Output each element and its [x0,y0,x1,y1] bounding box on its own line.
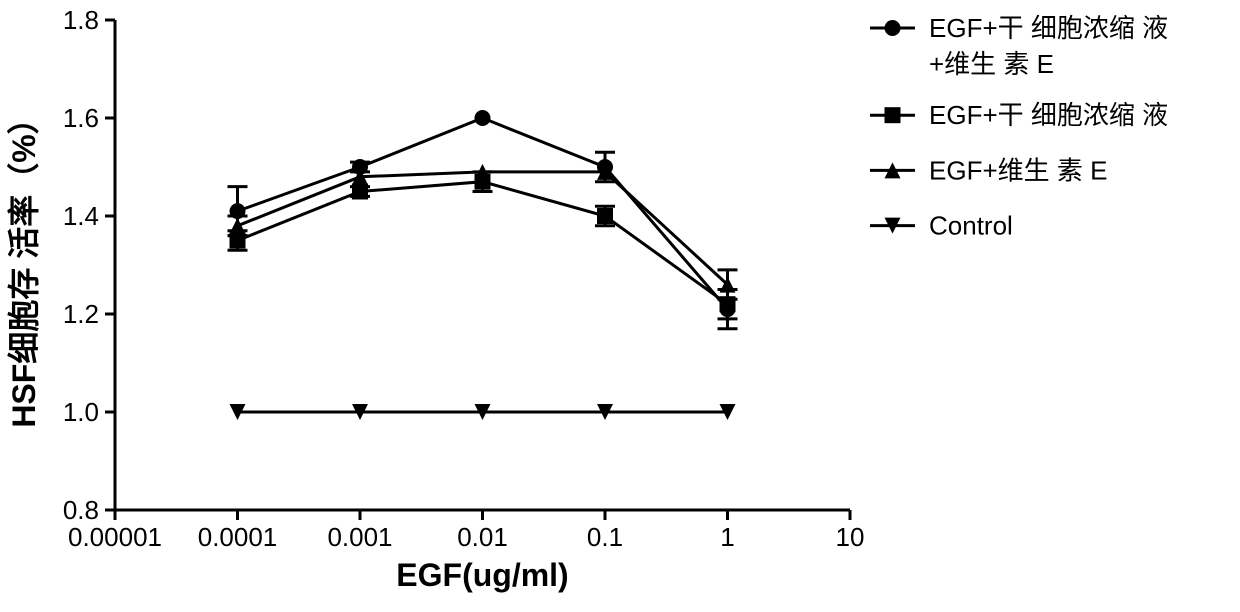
x-tick-label: 0.1 [587,522,623,552]
marker-square-icon [885,107,901,123]
hsf-viability-chart: 0.8 1.0 1.2 1.4 1.6 1.8 0.00001 0.0001 0.001 0.01… [0,0,1240,612]
x-axis-title: EGF(ug/ml) [396,557,568,593]
x-tick-label: 0.001 [327,522,392,552]
marker-square-icon [597,208,613,224]
x-tick-label: 1 [720,522,734,552]
marker-triangle-up-icon [230,218,246,234]
legend-item-egf_sc: EGF+干 细胞浓缩 液 [870,100,1168,130]
x-tick-label: 0.0001 [198,522,278,552]
series-line [238,182,728,305]
legend-label: EGF+干 细胞浓缩 液 [929,100,1168,130]
series-control [230,404,736,420]
marker-square-icon [352,184,368,200]
legend-label: Control [929,211,1013,241]
series-egf_sc_ve [228,110,738,329]
y-tick-label: 1.2 [63,299,99,329]
marker-circle-icon [885,20,901,36]
y-axis-title: HSF细胞存 活率（%） [6,102,42,427]
y-tick-label: 1.4 [63,201,99,231]
legend-item-egf_sc_ve: EGF+干 细胞浓缩 液 +维生 素 E [870,13,1168,79]
legend-label: +维生 素 E [929,49,1054,79]
series-line [238,118,728,309]
y-tick-label: 1.6 [63,103,99,133]
legend-label: EGF+维生 素 E [929,155,1107,185]
y-tick-label: 0.8 [63,495,99,525]
x-tick-label: 0.01 [457,522,508,552]
legend-label: EGF+干 细胞浓缩 液 [929,13,1168,43]
series-egf_sc [228,172,738,319]
y-tick-label: 1.0 [63,397,99,427]
x-tick-label: 0.00001 [68,522,162,552]
legend-item-egf_ve: EGF+维生 素 E [870,155,1107,185]
marker-circle-icon [475,110,491,126]
x-tick-label: 10 [836,522,865,552]
legend-item-control: Control [870,211,1013,241]
y-tick-label: 1.8 [63,5,99,35]
